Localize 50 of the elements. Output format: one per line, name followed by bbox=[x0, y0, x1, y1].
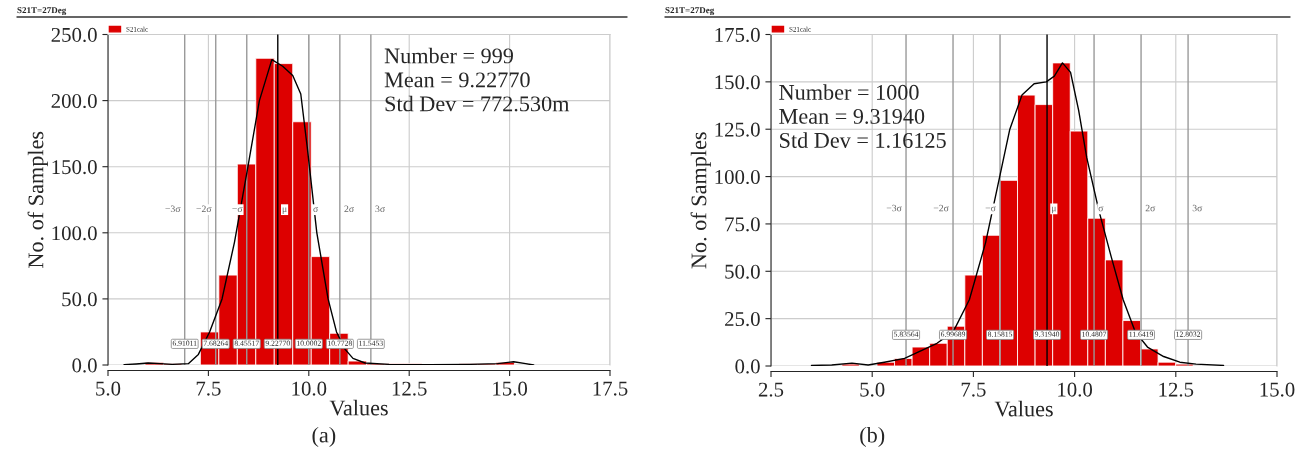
x-tick-label: 10.0 bbox=[292, 381, 327, 396]
annotation: Number = 999 Mean = 9.22770 Std Dev = 772.530m bbox=[384, 47, 570, 112]
x-axis-title: Values bbox=[994, 400, 1053, 417]
text: (a) bbox=[312, 426, 336, 448]
text: (b) bbox=[860, 426, 885, 448]
x-tick-label: 10.0 bbox=[1058, 382, 1093, 397]
x-tick-label: 17.5 bbox=[593, 381, 628, 396]
y-tick-label: 0.0 bbox=[72, 358, 97, 373]
y-tick-label: 50.0 bbox=[62, 292, 97, 307]
y-tick-label: 150.0 bbox=[715, 75, 760, 90]
annotation: −3σ bbox=[886, 204, 902, 212]
y-tick-label: 125.0 bbox=[715, 122, 760, 137]
y-tick-label: 175.0 bbox=[715, 27, 760, 43]
y-tick-label: 75.0 bbox=[725, 217, 760, 232]
annotation: 2σ bbox=[344, 205, 354, 213]
y-tick-label: 25.0 bbox=[725, 312, 760, 327]
annotation: −σ bbox=[232, 207, 243, 213]
x-axis-title: Values bbox=[329, 399, 388, 416]
x-tick-label: 12.5 bbox=[392, 381, 427, 396]
annotation: −3σ bbox=[165, 205, 181, 213]
x-tick-label: 7.5 bbox=[961, 382, 986, 397]
text: S21T=27Deg bbox=[665, 7, 715, 16]
y-tick-label: 150.0 bbox=[52, 160, 97, 175]
annotation: μ bbox=[1052, 206, 1057, 214]
y-tick-label: 50.0 bbox=[725, 264, 760, 279]
y-axis-title: No. of Samples bbox=[690, 132, 711, 269]
annotation: σ bbox=[1098, 206, 1104, 212]
chart-title: S21T=27Deg bbox=[17, 7, 67, 16]
x-tick-label: 2.5 bbox=[758, 382, 784, 397]
y-axis-title: No. of Samples bbox=[27, 131, 48, 268]
y-tick-label: 250.0 bbox=[51, 27, 97, 43]
annotation: −σ bbox=[985, 206, 996, 212]
annotation: 3σ bbox=[375, 205, 385, 213]
annotation: −2σ bbox=[196, 205, 212, 213]
annotation: −2σ bbox=[933, 204, 949, 212]
x-tick-label: 12.5 bbox=[1159, 382, 1194, 397]
x-tick-label: 5.0 bbox=[860, 382, 885, 397]
annotation: Number = 1000 Mean = 9.31940 Std Dev = 1.16125 bbox=[779, 84, 946, 148]
x-tick-label: 15.0 bbox=[493, 381, 528, 396]
x-tick-label: 5.0 bbox=[96, 381, 121, 396]
annotation: σ bbox=[313, 207, 319, 213]
annotation: μ bbox=[282, 207, 287, 215]
y-tick-label: 100.0 bbox=[52, 226, 97, 241]
y-tick-label: 100.0 bbox=[715, 169, 760, 185]
annotation: 2σ bbox=[1145, 204, 1156, 212]
x-tick-label: 15.0 bbox=[1260, 382, 1295, 397]
y-tick-label: 200.0 bbox=[51, 93, 97, 109]
annotation: 3σ bbox=[1192, 204, 1203, 212]
y-tick-label: 0.0 bbox=[735, 359, 760, 374]
x-tick-label: 7.5 bbox=[196, 381, 221, 396]
